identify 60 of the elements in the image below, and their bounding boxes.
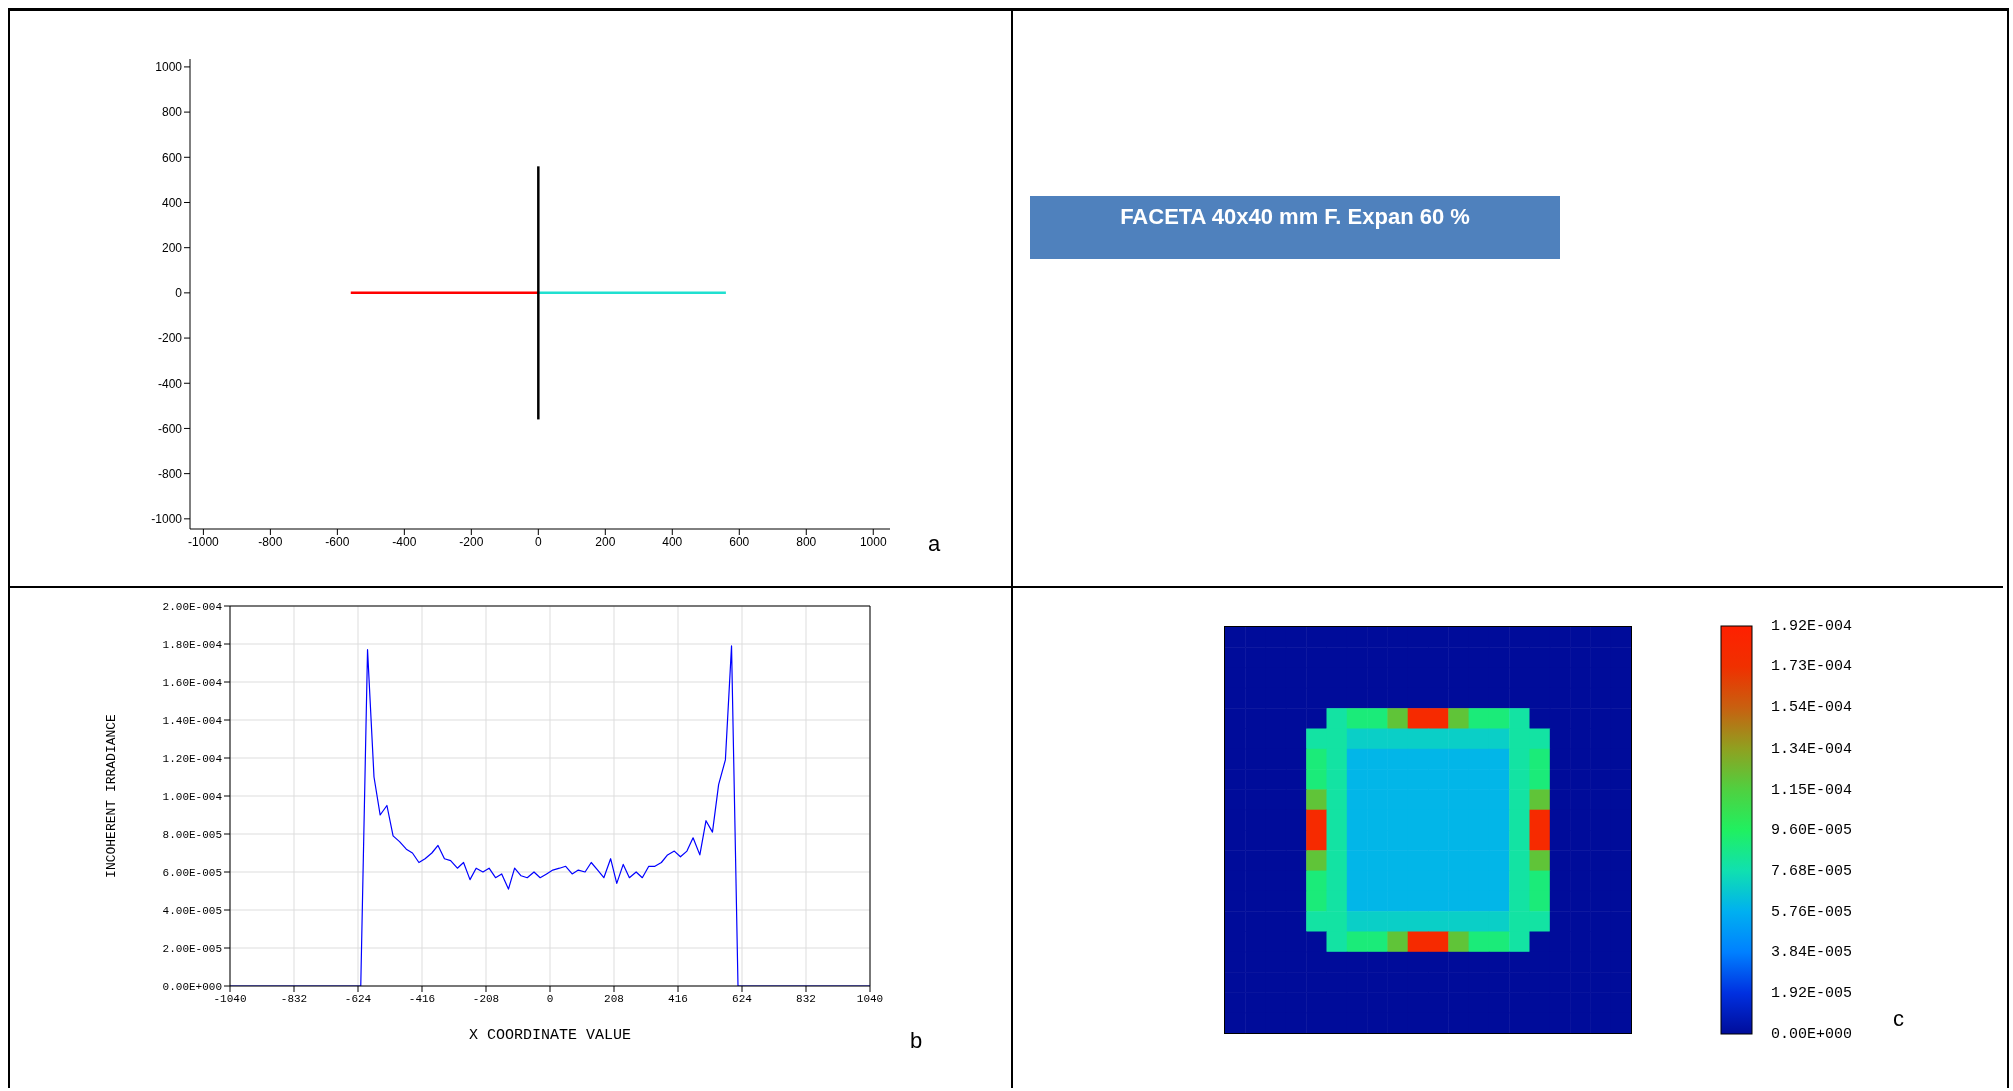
color-bar-label: 1.15E-004: [1771, 781, 1853, 799]
text: a: [928, 531, 941, 557]
y-tick-label: -600: [157, 421, 183, 436]
x-tick-label: 416: [668, 992, 688, 1005]
x-tick-label: 0: [534, 534, 542, 549]
x-tick-label: -1040: [213, 992, 247, 1005]
x-axis-title: X COORDINATE VALUE: [468, 1026, 632, 1044]
x-tick-label: -600: [325, 534, 350, 549]
x-tick-label: 0: [546, 992, 554, 1005]
y-tick-label: 1.20E-004: [162, 752, 223, 765]
y-tick-label: 2.00E-004: [162, 600, 223, 613]
color-bar-label: 1.92E-004: [1771, 617, 1853, 635]
x-tick-label: -200: [459, 534, 484, 549]
color-bar-label: 1.34E-004: [1771, 741, 1853, 759]
y-tick-label: 1.60E-004: [162, 676, 223, 689]
color-bar-label: 1.92E-005: [1771, 985, 1853, 1003]
y-tick-label: 400: [161, 195, 183, 210]
x-tick-label: 600: [729, 534, 750, 549]
y-tick-label: 1.80E-004: [162, 638, 223, 651]
text: c: [1893, 1006, 1904, 1032]
x-tick-label: -400: [392, 534, 417, 549]
y-tick-label: 0: [175, 286, 183, 301]
y-axis-title: INCOHERENT IRRADIANCE: [103, 713, 119, 878]
y-tick-label: 1.40E-004: [162, 714, 223, 727]
text: b: [910, 1028, 923, 1054]
x-tick-label: -832: [280, 992, 308, 1005]
x-tick-label: 400: [662, 534, 683, 549]
y-tick-label: 200: [161, 240, 183, 255]
y-tick-label: 4.00E-005: [162, 904, 222, 917]
x-tick-label: -624: [344, 992, 372, 1005]
x-tick-label: -800: [258, 534, 283, 549]
y-tick-label: 8.00E-005: [162, 828, 222, 841]
y-tick-label: -1000: [151, 512, 183, 527]
x-tick-label: 1040: [856, 992, 884, 1005]
color-bar-label: 1.54E-004: [1771, 698, 1853, 716]
y-tick-label: -400: [157, 376, 183, 391]
x-tick-label: -416: [408, 992, 436, 1005]
y-tick-label: 2.00E-005: [162, 942, 222, 955]
x-tick-label: 832: [796, 992, 816, 1005]
y-tick-label: 1000: [155, 60, 183, 75]
color-bar-label: 0.00E+000: [1771, 1025, 1853, 1043]
color-bar-label: 7.68E-005: [1771, 862, 1853, 880]
y-tick-label: 1.00E-004: [162, 790, 223, 803]
color-bar-label: 5.76E-005: [1771, 903, 1853, 921]
x-tick-label: -208: [472, 992, 500, 1005]
y-tick-label: 6.00E-005: [162, 866, 222, 879]
x-tick-label: 200: [595, 534, 616, 549]
y-tick-label: -200: [157, 331, 183, 346]
x-tick-label: 1000: [859, 534, 887, 549]
color-bar-label: 9.60E-005: [1771, 821, 1853, 839]
y-tick-label: -800: [157, 466, 183, 481]
y-tick-label: 600: [161, 150, 183, 165]
text: FACETA 40x40 mm F. Expan 60 %: [1030, 196, 1560, 259]
y-tick-label: 0.00E+000: [162, 980, 222, 993]
y-tick-label: 800: [161, 105, 183, 120]
x-tick-label: 208: [604, 992, 624, 1005]
x-tick-label: 624: [732, 992, 753, 1005]
color-bar-label: 1.73E-004: [1771, 658, 1853, 676]
x-tick-label: 800: [796, 534, 817, 549]
color-bar-label: 3.84E-005: [1771, 944, 1853, 962]
